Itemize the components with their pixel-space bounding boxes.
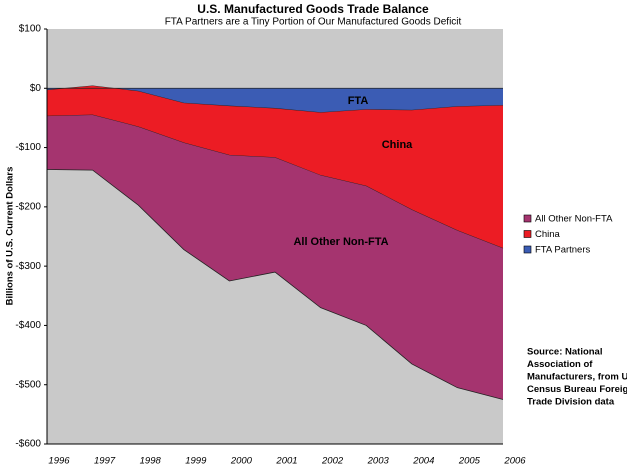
legend-label: FTA Partners [535,245,591,256]
legend-swatch [523,230,532,238]
x-tick-label: 1996 [48,456,70,467]
y-tick-label: -$100 [15,142,41,153]
y-tick-label: $0 [30,83,42,94]
x-tick-label: 1998 [140,456,162,467]
x-tick-label: 2004 [412,456,434,467]
y-tick-label: -$300 [15,261,41,272]
chart-subtitle: FTA Partners are a Tiny Portion of Our M… [165,17,462,28]
source-note: Association of [527,359,593,370]
y-tick-label: -$200 [15,201,41,212]
x-tick-label: 2000 [230,456,253,467]
y-tick-label: $100 [19,24,42,35]
source-note: Source: National [527,347,603,358]
source-note: Census Bureau Foreign [527,384,627,395]
y-tick-label: -$600 [15,439,41,450]
area-label: All Other Non-FTA [293,236,388,248]
x-tick-label: 2002 [321,456,344,467]
area [47,85,503,113]
source-note: Manufacturers, from U.S. [527,372,627,383]
area-label: FTA [348,95,369,107]
y-tick-label: -$400 [15,320,41,331]
source-note: Trade Division data [527,397,615,408]
area [47,85,503,249]
y-tick-label: -$500 [15,379,41,390]
legend-swatch [523,245,532,254]
area-label: China [382,139,413,151]
area-edge [46,169,504,400]
legend-label: China [535,229,561,240]
x-tick-label: 2001 [275,456,297,467]
chart-title: U.S. Manufactured Goods Trade Balance [197,2,429,16]
y-axis-label: Billions of U.S. Current Dollars [5,167,16,306]
x-tick-label: 2005 [458,456,481,467]
legend-swatch [523,214,532,223]
legend-label: All Other Non-FTA [535,214,613,225]
x-tick-label: 1999 [185,456,207,467]
area [47,114,503,400]
x-tick-label: 2003 [367,456,390,467]
x-tick-label: 1997 [94,456,116,467]
x-tick-label: 2006 [503,456,526,467]
